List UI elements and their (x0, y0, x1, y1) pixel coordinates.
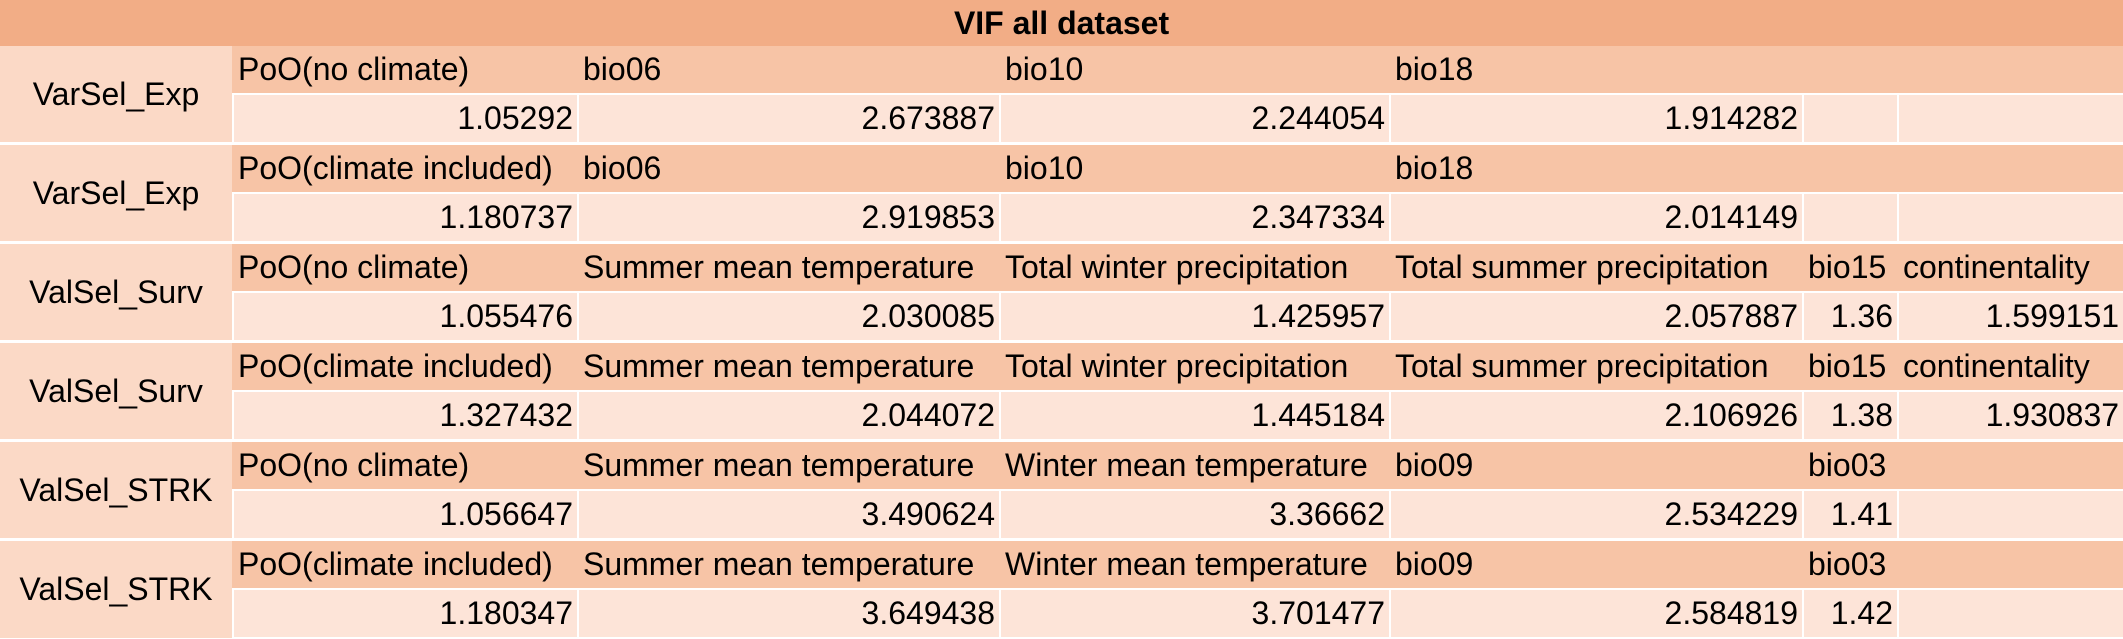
header-cell: bio03 (1802, 439, 1898, 491)
header-cell: Summer mean temperature (577, 241, 1000, 293)
value-cell: 1.425957 (999, 292, 1390, 343)
value-cell (1896, 94, 2123, 145)
header-row: ValSel_Surv PoO(climate included) Summer m… (0, 340, 2123, 441)
value-cell: 1.445184 (999, 391, 1390, 442)
header-cell: bio15 (1802, 340, 1898, 392)
header-row: ValSel_STRK PoO(climate included) Summer m… (0, 538, 2123, 638)
header-cell: bio03 (1802, 538, 1898, 590)
value-cell: 2.106926 (1389, 391, 1803, 442)
group-label: VarSel_Exp (0, 142, 233, 243)
header-cell: bio10 (999, 142, 1390, 194)
group-label: ValSel_STRK (0, 538, 233, 638)
header-cell (1802, 142, 1898, 194)
header-cell: PoO(climate included) (232, 340, 578, 392)
value-row: 1.180737 2.919853 2.347334 2.014149 (0, 193, 2123, 244)
value-row: 1.05292 2.673887 2.244054 1.914282 (0, 94, 2123, 145)
value-cell: 3.490624 (577, 490, 1000, 541)
group-label: ValSel_Surv (0, 241, 233, 342)
value-cell: 1.056647 (232, 490, 578, 541)
group-label: ValSel_Surv (0, 340, 233, 441)
header-cell: Winter mean temperature (999, 538, 1390, 590)
value-cell: 2.030085 (577, 292, 1000, 343)
header-cell (1896, 439, 2123, 491)
header-cell: bio15 (1802, 241, 1898, 293)
value-cell: 1.42 (1802, 589, 1898, 639)
value-cell: 1.180737 (232, 193, 578, 244)
header-cell: Summer mean temperature (577, 340, 1000, 392)
value-cell: 2.673887 (577, 94, 1000, 145)
value-cell: 1.36 (1802, 292, 1898, 343)
value-cell: 1.930837 (1896, 391, 2123, 442)
header-cell (1896, 142, 2123, 194)
header-row: VarSel_Exp PoO(no climate) bio06 bio10 bio18 (0, 46, 2123, 144)
value-cell: 1.055476 (232, 292, 578, 343)
header-cell: Summer mean temperature (577, 439, 1000, 491)
value-cell: 1.38 (1802, 391, 1898, 442)
header-cell: Summer mean temperature (577, 538, 1000, 590)
value-cell: 1.914282 (1389, 94, 1803, 145)
header-cell: PoO(climate included) (232, 538, 578, 590)
value-cell: 1.599151 (1896, 292, 2123, 343)
header-cell: bio10 (999, 46, 1390, 95)
value-cell: 2.584819 (1389, 589, 1803, 639)
header-cell: PoO(no climate) (232, 439, 578, 491)
value-cell: 2.057887 (1389, 292, 1803, 343)
header-cell: bio09 (1389, 538, 1803, 590)
header-row: ValSel_STRK PoO(no climate) Summer mean te… (0, 439, 2123, 540)
header-cell (1896, 538, 2123, 590)
value-cell (1896, 193, 2123, 244)
header-cell (1802, 46, 1898, 95)
header-cell: bio06 (577, 142, 1000, 194)
header-cell: Total summer precipitation (1389, 340, 1803, 392)
header-cell: PoO(no climate) (232, 46, 578, 95)
value-cell: 3.701477 (999, 589, 1390, 639)
header-cell: continentality (1896, 340, 2123, 392)
value-cell: 1.05292 (232, 94, 578, 145)
header-cell (1896, 46, 2123, 95)
header-cell: bio06 (577, 46, 1000, 95)
header-cell: Total winter precipitation (999, 241, 1390, 293)
value-cell: 2.244054 (999, 94, 1390, 145)
header-cell: bio18 (1389, 142, 1803, 194)
value-cell: 1.41 (1802, 490, 1898, 541)
value-cell: 1.327432 (232, 391, 578, 442)
value-row: 1.056647 3.490624 3.36662 2.534229 1.41 (0, 490, 2123, 541)
value-cell (1896, 490, 2123, 541)
header-cell: continentality (1896, 241, 2123, 293)
value-cell: 2.014149 (1389, 193, 1803, 244)
value-cell (1802, 193, 1898, 244)
group-label: ValSel_STRK (0, 439, 233, 540)
header-cell: Winter mean temperature (999, 439, 1390, 491)
value-cell: 3.649438 (577, 589, 1000, 639)
value-cell (1802, 94, 1898, 145)
header-cell: PoO(climate included) (232, 142, 578, 194)
value-cell: 3.36662 (999, 490, 1390, 541)
value-row: 1.055476 2.030085 1.425957 2.057887 1.36 1.59… (0, 292, 2123, 343)
group-label: VarSel_Exp (0, 46, 233, 144)
header-row: VarSel_Exp PoO(climate included) bio06 bio1… (0, 142, 2123, 243)
header-cell: Total winter precipitation (999, 340, 1390, 392)
value-cell: 2.534229 (1389, 490, 1803, 541)
value-cell: 2.044072 (577, 391, 1000, 442)
header-row: ValSel_Surv PoO(no climate) Summer mean te… (0, 241, 2123, 342)
value-cell (1896, 589, 2123, 639)
value-cell: 2.919853 (577, 193, 1000, 244)
value-row: 1.327432 2.044072 1.445184 2.106926 1.38 1.93… (0, 391, 2123, 442)
value-cell: 2.347334 (999, 193, 1390, 244)
header-cell: PoO(no climate) (232, 241, 578, 293)
title-row: VIF all dataset (0, 0, 2123, 46)
header-cell: bio09 (1389, 439, 1803, 491)
table-title: VIF all dataset (0, 0, 2123, 46)
value-row: 1.180347 3.649438 3.701477 2.584819 1.42 (0, 589, 2123, 639)
header-cell: bio18 (1389, 46, 1803, 95)
header-cell: Total summer precipitation (1389, 241, 1803, 293)
value-cell: 1.180347 (232, 589, 578, 639)
